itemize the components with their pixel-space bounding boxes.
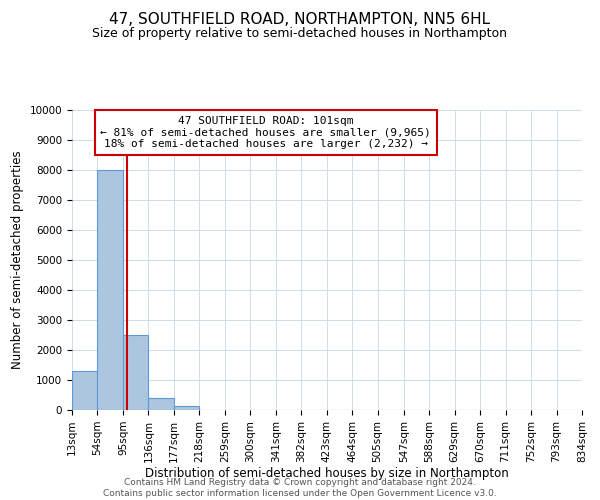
Text: Contains HM Land Registry data © Crown copyright and database right 2024.
Contai: Contains HM Land Registry data © Crown c…: [103, 478, 497, 498]
Text: 47 SOUTHFIELD ROAD: 101sqm
← 81% of semi-detached houses are smaller (9,965)
18%: 47 SOUTHFIELD ROAD: 101sqm ← 81% of semi…: [100, 116, 431, 149]
Bar: [97, 170, 123, 410]
Bar: [123, 335, 148, 410]
Y-axis label: Number of semi-detached properties: Number of semi-detached properties: [11, 150, 24, 370]
X-axis label: Distribution of semi-detached houses by size in Northampton: Distribution of semi-detached houses by …: [145, 468, 509, 480]
Text: 47, SOUTHFIELD ROAD, NORTHAMPTON, NN5 6HL: 47, SOUTHFIELD ROAD, NORTHAMPTON, NN5 6H…: [109, 12, 491, 28]
Bar: [72, 371, 97, 410]
Text: Size of property relative to semi-detached houses in Northampton: Size of property relative to semi-detach…: [92, 28, 508, 40]
Bar: [148, 398, 174, 410]
Bar: [174, 406, 199, 410]
